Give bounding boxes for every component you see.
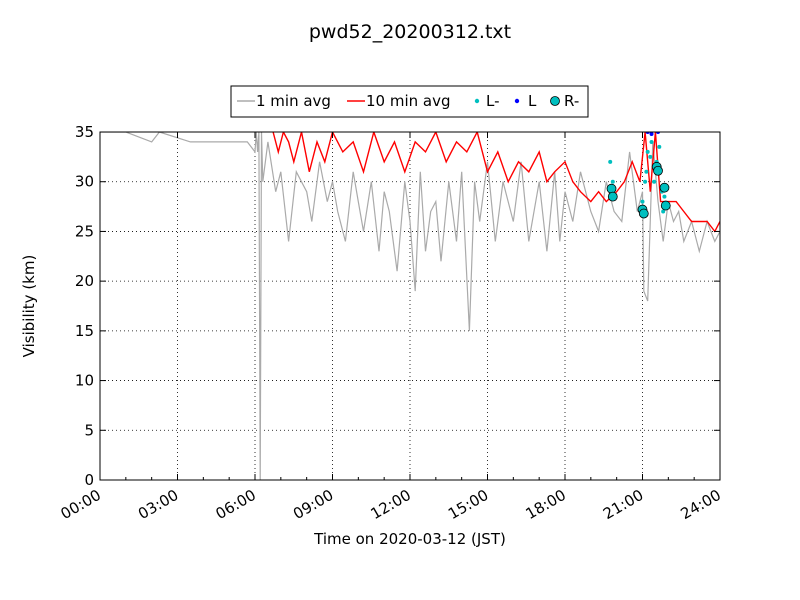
y-tick-label: 35 <box>75 123 94 141</box>
marker-r <box>659 182 670 193</box>
legend-label: L- <box>486 92 500 110</box>
legend-swatch <box>550 96 560 106</box>
x-tick-label: 00:00 <box>58 486 104 523</box>
y-axis-label: Visibility (km) <box>20 255 38 358</box>
x-tick-label: 15:00 <box>445 486 491 523</box>
marker-r <box>660 200 671 211</box>
point-l <box>640 199 645 204</box>
marker-r <box>607 191 618 202</box>
marker-r <box>653 165 663 176</box>
x-tick-label: 12:00 <box>368 486 414 523</box>
point-l <box>608 159 613 164</box>
marker-r <box>606 183 617 194</box>
chart-title: pwd52_20200312.txt <box>309 21 511 43</box>
point-l <box>645 149 650 154</box>
x-tick-label: 06:00 <box>213 486 259 523</box>
point-l <box>652 179 657 184</box>
x-tick-label: 18:00 <box>523 486 569 523</box>
legend-label: 1 min avg <box>256 92 331 110</box>
y-tick-label: 20 <box>75 272 94 290</box>
point-l <box>661 209 666 214</box>
x-axis-label: Time on 2020-03-12 (JST) <box>313 530 506 548</box>
y-tick-label: 10 <box>75 372 94 390</box>
point-l <box>649 139 654 144</box>
y-tick-label: 25 <box>75 222 94 240</box>
series-layer <box>100 132 720 480</box>
x-tick-label: 24:00 <box>678 486 724 523</box>
y-tick-label: 5 <box>84 421 94 439</box>
plot-background <box>100 132 720 480</box>
x-tick-label: 09:00 <box>290 486 336 523</box>
y-axis-ticks: 0 5 10 15 20 25 30 35 <box>75 123 720 489</box>
point-l <box>644 169 649 174</box>
y-tick-label: 15 <box>75 322 94 340</box>
x-tick-label: 03:00 <box>135 486 181 523</box>
legend-frame <box>230 85 589 118</box>
y-tick-label: 30 <box>75 173 94 191</box>
y-tick-label: 0 <box>84 471 94 489</box>
point-l <box>643 179 648 184</box>
x-tick-label: 21:00 <box>600 486 646 523</box>
point-l <box>648 154 653 159</box>
marker-r <box>638 208 649 219</box>
plot-area <box>100 132 720 480</box>
point-l <box>649 132 654 136</box>
legend-label: L <box>528 92 537 110</box>
point-l <box>610 179 615 184</box>
legend-swatch <box>514 98 520 104</box>
point-l <box>657 144 662 149</box>
legend: 1 min avg 10 min avg L- L R- <box>230 85 589 118</box>
legend-label: R- <box>564 92 579 110</box>
point-l <box>662 194 667 199</box>
legend-swatch <box>474 98 480 104</box>
series-line-10-min-avg <box>272 132 720 233</box>
legend-label: 10 min avg <box>366 92 451 110</box>
